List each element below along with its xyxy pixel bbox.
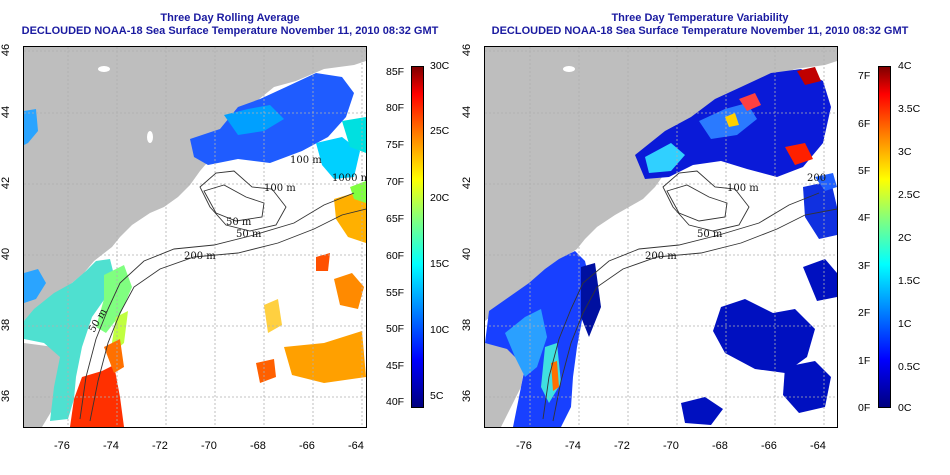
x-tick-label: -66 [299,440,315,452]
cb-c-label: 15C [430,258,450,270]
cb-f-label: 45F [386,360,405,372]
title-line-1: Three Day Temperature Variability [611,12,789,24]
cb-f-label: 4F [858,212,871,224]
contour-label: 100 m [727,183,759,194]
y-tick-label: 46 [461,43,474,57]
lake [147,131,153,143]
graticule [24,47,366,427]
cb-f-label: 85F [386,66,405,78]
lake [98,66,110,72]
contour-label: 200 m [184,251,216,262]
x-tick-label: -72 [614,440,630,452]
cb-c-label: 30C [430,60,450,72]
cb-f-label: 3F [858,260,871,272]
colorbar-temperature [411,66,424,408]
contour-label: 200 [807,173,826,184]
land-southern [485,343,525,427]
cb-f-label: 5F [858,165,871,177]
cb-f-label: 80F [386,102,405,114]
cb-f-label: 0F [858,402,871,414]
y-tick-label: 44 [0,105,13,119]
cb-f-label: 65F [386,213,405,225]
y-tick-label: 40 [0,247,13,261]
sst-patch-gulf-stream [70,365,124,427]
contour-label: 100 m [264,183,296,194]
x-tick-label: -68 [712,440,728,452]
land-region [24,47,366,321]
cb-f-label: 40F [386,396,405,408]
cb-f-label: 2F [858,307,871,319]
cb-c-label: 1.5C [898,275,921,287]
x-tick-label: -66 [761,440,777,452]
x-tick-label: -76 [516,440,532,452]
land-region [485,47,837,321]
land-southern [24,343,68,427]
cb-c-label: 0.5C [898,361,921,373]
x-tick-label: -70 [663,440,679,452]
cb-c-label: 0C [898,402,912,414]
cb-c-label: 2C [898,232,912,244]
cb-c-label: 25C [430,125,450,137]
sst-patch-shelf [24,259,114,421]
cb-f-label: 7F [858,70,871,82]
x-tick-label: -76 [54,440,70,452]
cb-c-label: 3C [898,146,912,158]
cb-c-label: 10C [430,324,450,336]
x-tick-label: -70 [201,440,217,452]
y-tick-label: 42 [461,176,474,190]
graticule [485,47,837,427]
map-svg: 100 m 50 m 200 m 200 [485,47,837,427]
contour-label: 50 m [236,229,262,240]
x-tick-label: -64 [810,440,826,452]
y-tick-label: 36 [461,389,474,403]
cb-c-label: 4C [898,60,912,72]
title-line-2: DECLOUDED NOAA-18 Sea Surface Temperatur… [21,25,439,37]
cb-c-label: 1C [898,318,912,330]
cb-f-label: 60F [386,250,405,262]
title-line-2: DECLOUDED NOAA-18 Sea Surface Temperatur… [491,25,909,37]
cb-c-label: 3.5C [898,103,921,115]
y-tick-label: 36 [0,389,13,403]
contour-label: 100 m [290,155,322,166]
cb-f-label: 6F [858,118,871,130]
cb-c-label: 20C [430,192,450,204]
cb-f-label: 1F [858,355,871,367]
sst-average-map[interactable]: 50 m 100 m 100 m 1000 m 50 m 200 m 50 m [23,46,367,428]
contour-label: 200 m [645,251,677,262]
colorbar-variability [878,66,891,408]
sst-variability-map[interactable]: 100 m 50 m 200 m 200 [484,46,838,428]
x-tick-label: -72 [152,440,168,452]
cb-c-label: 2.5C [898,189,921,201]
cb-f-label: 50F [386,323,405,335]
y-tick-label: 42 [0,176,13,190]
bathymetry-contours [542,170,837,422]
contour-label: 50 m [226,217,252,228]
panel-title: Three Day Temperature Variability DECLOU… [460,12,940,38]
y-tick-label: 46 [0,43,13,57]
x-tick-label: -68 [250,440,266,452]
title-line-1: Three Day Rolling Average [160,12,300,24]
bathymetry-contours [79,170,366,422]
x-tick-label: -64 [348,440,364,452]
x-tick-label: -74 [103,440,119,452]
y-tick-label: 38 [461,318,474,332]
y-tick-label: 40 [461,247,474,261]
map-svg: 50 m 100 m 100 m 1000 m 50 m 200 m 50 m [24,47,366,427]
y-tick-label: 38 [0,318,13,332]
x-tick-label: -74 [565,440,581,452]
contour-label: 1000 m [332,173,366,184]
cb-c-label: 5C [430,390,444,402]
cb-f-label: 70F [386,176,405,188]
cb-f-label: 75F [386,139,405,151]
cb-f-label: 55F [386,287,405,299]
contour-label: 50 m [697,229,723,240]
panel-title: Three Day Rolling Average DECLOUDED NOAA… [0,12,460,38]
y-tick-label: 44 [461,105,474,119]
